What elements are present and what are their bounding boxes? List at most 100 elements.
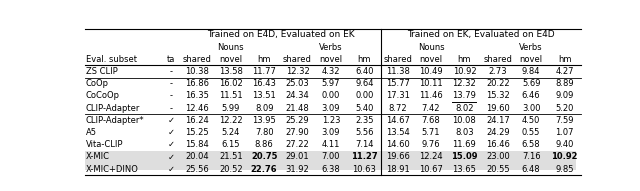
Text: 9.64: 9.64 (355, 79, 374, 88)
Text: 14.67: 14.67 (386, 116, 410, 125)
Text: 29.01: 29.01 (285, 152, 309, 161)
Text: 10.92: 10.92 (452, 67, 476, 76)
Text: shared: shared (183, 55, 212, 64)
Text: 16.24: 16.24 (186, 116, 209, 125)
Text: 6.40: 6.40 (355, 67, 374, 76)
Text: 4.11: 4.11 (322, 140, 340, 149)
Text: 15.25: 15.25 (186, 128, 209, 137)
Text: ta: ta (167, 55, 175, 64)
Text: 10.08: 10.08 (452, 116, 476, 125)
Text: 7.59: 7.59 (556, 116, 574, 125)
Text: 7.00: 7.00 (322, 152, 340, 161)
Text: -: - (170, 67, 173, 76)
Text: 7.80: 7.80 (255, 128, 273, 137)
Text: ZS CLIP: ZS CLIP (86, 67, 118, 76)
Text: 8.89: 8.89 (556, 79, 574, 88)
Text: 10.11: 10.11 (419, 79, 443, 88)
Text: 6.38: 6.38 (321, 165, 340, 174)
Text: -: - (170, 104, 173, 113)
Text: 10.38: 10.38 (186, 67, 209, 76)
Text: shared: shared (383, 55, 412, 64)
Text: 5.71: 5.71 (422, 128, 440, 137)
Text: novel: novel (520, 55, 543, 64)
Text: hm: hm (558, 55, 572, 64)
Text: 10.63: 10.63 (353, 165, 376, 174)
Bar (85, 163, 581, 175)
Text: 27.90: 27.90 (285, 128, 309, 137)
Text: 21.51: 21.51 (219, 152, 243, 161)
Text: 13.79: 13.79 (452, 91, 476, 100)
Text: CLIP-Adapter*: CLIP-Adapter* (86, 116, 145, 125)
Text: 8.86: 8.86 (255, 140, 273, 149)
Text: 5.99: 5.99 (221, 104, 240, 113)
Text: 20.52: 20.52 (219, 165, 243, 174)
Text: 25.29: 25.29 (285, 116, 309, 125)
Text: 1.07: 1.07 (556, 128, 574, 137)
Text: 6.48: 6.48 (522, 165, 541, 174)
Text: 20.04: 20.04 (186, 152, 209, 161)
Text: 25.56: 25.56 (186, 165, 209, 174)
Text: 5.56: 5.56 (355, 128, 374, 137)
Text: 12.46: 12.46 (186, 104, 209, 113)
Text: 19.60: 19.60 (486, 104, 509, 113)
Text: 24.17: 24.17 (486, 116, 509, 125)
Text: 13.95: 13.95 (252, 116, 276, 125)
Text: ✓: ✓ (168, 116, 175, 125)
Text: 16.86: 16.86 (186, 79, 209, 88)
Text: 10.49: 10.49 (419, 67, 443, 76)
Text: 11.27: 11.27 (351, 152, 378, 161)
Text: A5: A5 (86, 128, 97, 137)
Text: 0.00: 0.00 (322, 91, 340, 100)
Text: 8.02: 8.02 (455, 104, 474, 113)
Text: hm: hm (257, 55, 271, 64)
Bar (85, 151, 581, 163)
Text: 20.75: 20.75 (251, 152, 277, 161)
Text: ✓: ✓ (168, 128, 175, 137)
Text: Eval. subset: Eval. subset (86, 55, 137, 64)
Text: 20.22: 20.22 (486, 79, 509, 88)
Text: 5.20: 5.20 (556, 104, 573, 113)
Text: 8.72: 8.72 (388, 104, 407, 113)
Text: 23.00: 23.00 (486, 152, 509, 161)
Text: 5.24: 5.24 (221, 128, 240, 137)
Text: 3.00: 3.00 (522, 104, 540, 113)
Text: Nouns: Nouns (218, 43, 244, 52)
Text: novel: novel (419, 55, 443, 64)
Text: shared: shared (283, 55, 312, 64)
Text: 9.84: 9.84 (522, 67, 540, 76)
Text: 0.55: 0.55 (522, 128, 540, 137)
Text: Trained on E4D, Evaluated on EK: Trained on E4D, Evaluated on EK (207, 30, 355, 39)
Text: 11.69: 11.69 (452, 140, 476, 149)
Text: 9.85: 9.85 (556, 165, 574, 174)
Text: X-MIC+DINO: X-MIC+DINO (86, 165, 139, 174)
Text: 4.27: 4.27 (556, 67, 574, 76)
Text: 10.67: 10.67 (419, 165, 443, 174)
Text: 16.46: 16.46 (486, 140, 509, 149)
Text: 15.32: 15.32 (486, 91, 509, 100)
Text: 5.69: 5.69 (522, 79, 540, 88)
Text: 3.09: 3.09 (322, 104, 340, 113)
Text: 16.43: 16.43 (252, 79, 276, 88)
Text: 25.03: 25.03 (285, 79, 309, 88)
Text: 11.38: 11.38 (386, 67, 410, 76)
Text: 13.65: 13.65 (452, 165, 476, 174)
Text: 0.00: 0.00 (355, 91, 374, 100)
Text: 22.76: 22.76 (251, 165, 278, 174)
Text: 6.58: 6.58 (522, 140, 541, 149)
Text: 15.09: 15.09 (451, 152, 477, 161)
Text: Verbs: Verbs (319, 43, 342, 52)
Text: CoOp: CoOp (86, 79, 109, 88)
Text: 20.55: 20.55 (486, 165, 509, 174)
Text: 19.66: 19.66 (386, 152, 410, 161)
Text: Verbs: Verbs (520, 43, 543, 52)
Text: ✓: ✓ (168, 165, 175, 174)
Text: hm: hm (358, 55, 371, 64)
Text: 5.40: 5.40 (355, 104, 374, 113)
Text: 9.40: 9.40 (556, 140, 573, 149)
Text: 9.76: 9.76 (422, 140, 440, 149)
Text: CLIP-Adapter: CLIP-Adapter (86, 104, 140, 113)
Text: 17.31: 17.31 (386, 91, 410, 100)
Text: 2.35: 2.35 (355, 116, 374, 125)
Text: 21.48: 21.48 (285, 104, 309, 113)
Text: 12.24: 12.24 (419, 152, 443, 161)
